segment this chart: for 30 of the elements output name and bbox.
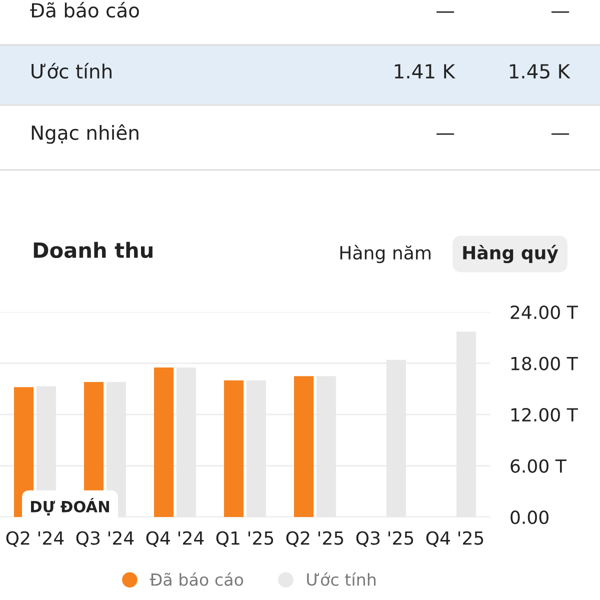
bar bbox=[224, 380, 244, 517]
text: 1.45 K bbox=[510, 64, 570, 79]
annotation: DỰ ĐOÁN bbox=[31, 498, 109, 516]
text: 1.41 K bbox=[394, 64, 456, 78]
text: Hàng năm bbox=[340, 244, 430, 264]
y-tick-label: 24.00 T bbox=[510, 305, 578, 320]
legend-label: Đã báo cáo bbox=[150, 572, 244, 586]
x-tick-label: Q2 '25 bbox=[286, 531, 344, 547]
text: Đã báo cáo bbox=[30, 2, 139, 18]
x-tick-label: Q2 '24 bbox=[6, 531, 64, 547]
text: — bbox=[436, 11, 454, 13]
bar bbox=[154, 368, 174, 517]
text: — bbox=[552, 11, 570, 13]
y-tick-label: 18.00 T bbox=[511, 356, 578, 370]
bar bbox=[294, 376, 314, 517]
text: Hàng quý bbox=[463, 244, 558, 264]
x-tick-label: Q1 '25 bbox=[216, 531, 274, 547]
x-tick-label: Q3 '25 bbox=[356, 531, 414, 547]
y-tick-label: 12.00 T bbox=[511, 408, 578, 422]
text: — bbox=[552, 133, 570, 135]
x-tick-label: Q4 '24 bbox=[146, 531, 204, 547]
x-tick-label: Q4 '25 bbox=[426, 531, 484, 547]
text: Ngạc nhiên bbox=[32, 124, 138, 144]
y-tick-label: 6.00 T bbox=[510, 459, 566, 473]
legend-label: Ước tính bbox=[307, 572, 376, 586]
chart-title: Doanh thu bbox=[34, 242, 152, 258]
text: — bbox=[436, 133, 454, 135]
x-tick-label: Q3 '24 bbox=[76, 531, 134, 547]
text: Ước tính bbox=[32, 62, 112, 79]
y-tick-label: 0.00 bbox=[510, 510, 548, 524]
